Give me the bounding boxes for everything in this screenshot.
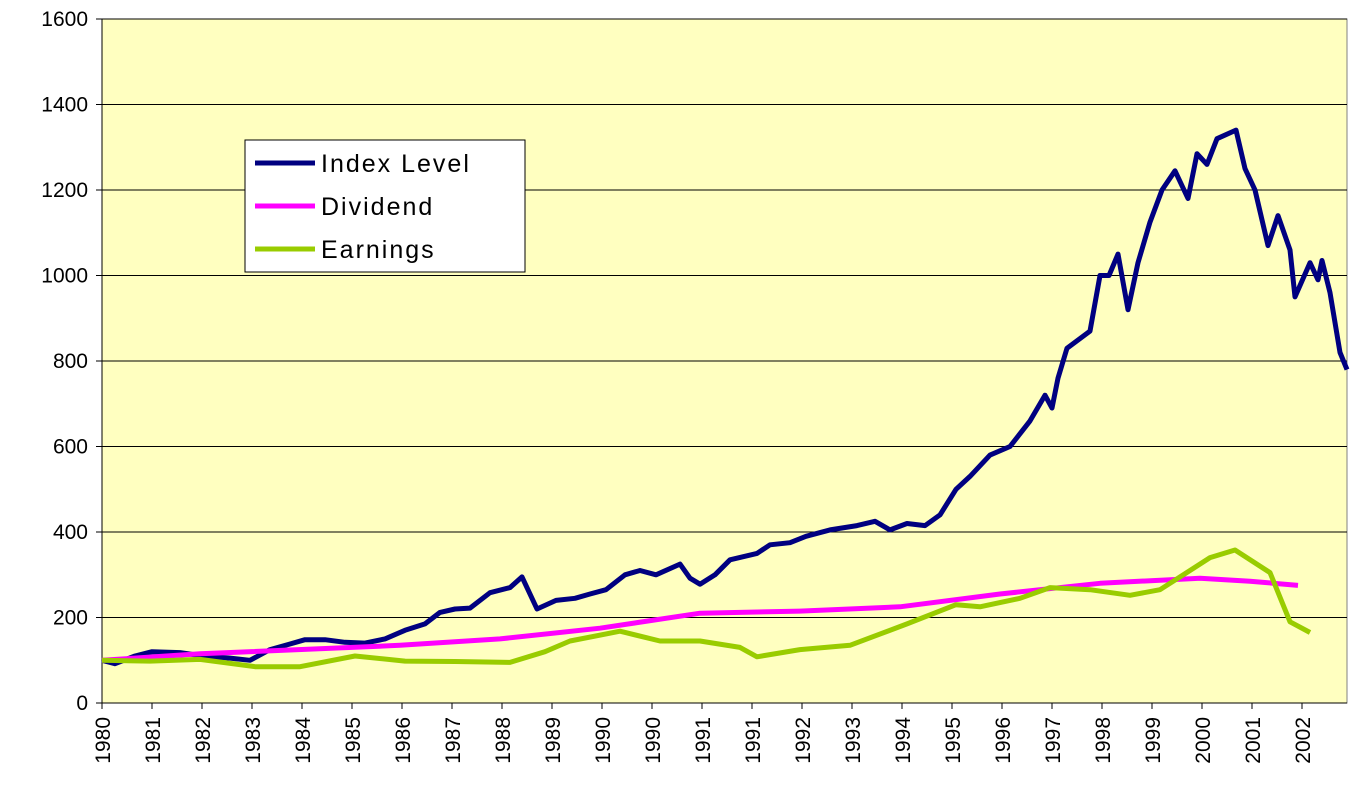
y-tick-label: 1000 [41,265,88,288]
x-tick-label: 2000 [1192,717,1215,764]
x-tick-label: 1991 [742,717,765,764]
x-tick-label: 1981 [142,717,165,764]
x-tick-label: 1983 [242,717,265,764]
x-tick-label: 1996 [992,717,1015,764]
x-tick-label: 1992 [792,717,815,764]
y-tick-label: 800 [53,350,88,373]
legend-label: Earnings [321,236,436,264]
y-tick-label: 0 [76,692,88,715]
legend: Index Level Dividend Earnings [244,139,526,273]
x-tick-label: 1993 [842,717,865,764]
x-tick-label: 1994 [892,717,915,764]
y-tick-label: 200 [53,607,88,630]
x-tick-label: 1986 [392,717,415,764]
x-tick-label: 1998 [1092,717,1115,764]
y-tick-label: 1600 [41,8,88,31]
x-tick-label: 1984 [292,717,315,764]
x-tick-label: 2002 [1292,717,1315,764]
x-tick-label: 1999 [1142,717,1165,764]
x-tick-label: 1995 [942,717,965,764]
legend-label: Index Level [321,150,471,178]
y-tick-label: 400 [53,521,88,544]
y-tick-label: 1200 [41,179,88,202]
x-tick-label: 2001 [1242,717,1265,764]
x-tick-label: 1990 [592,717,615,764]
x-tick-label: 1989 [542,717,565,764]
x-tick-label: 1987 [442,717,465,764]
legend-label: Dividend [321,193,434,221]
y-tick-label: 600 [53,436,88,459]
data-line [101,575,1299,663]
y-tick-label: 1400 [41,94,88,117]
x-tick-label: 1990 [642,717,665,764]
x-tick-label: 1991 [692,717,715,764]
x-tick-label: 1980 [92,717,115,764]
data-line [101,127,1350,667]
x-tick-label: 1997 [1042,717,1065,764]
data-line [101,547,1312,670]
x-tick-label: 1988 [492,717,515,764]
x-tick-label: 1982 [192,717,215,764]
x-tick-label: 1985 [342,717,365,764]
